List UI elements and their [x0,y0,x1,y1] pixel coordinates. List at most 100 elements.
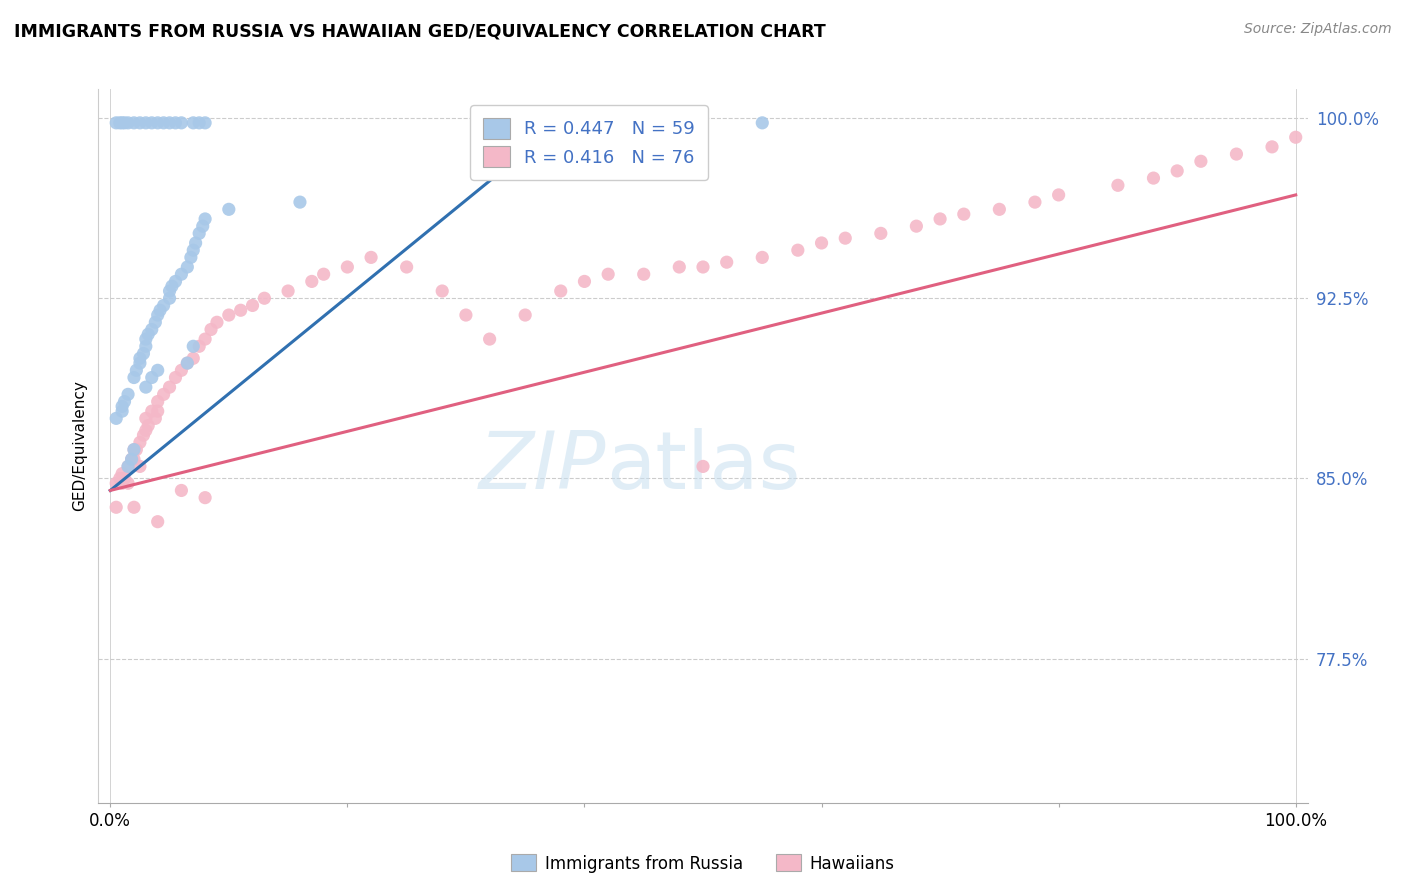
Point [751,251,773,265]
Point [135,332,157,346]
Point [105,476,128,491]
Point [159,116,181,130]
Point [170,483,193,498]
Point [114,471,136,485]
Point [146,515,169,529]
Point [149,303,172,318]
Point [129,351,152,366]
Point [1261,140,1284,154]
Text: atlas: atlas [606,428,800,507]
Point [141,116,163,130]
Point [122,442,145,457]
Point [1142,171,1164,186]
Point [111,467,134,481]
Point [1107,178,1129,193]
Point [170,363,193,377]
Point [143,411,166,425]
Point [160,279,183,293]
Text: IMMIGRANTS FROM RUSSIA VS HAWAIIAN GED/EQUIVALENCY CORRELATION CHART: IMMIGRANTS FROM RUSSIA VS HAWAIIAN GED/E… [14,22,825,40]
Point [1285,130,1308,145]
Point [122,370,145,384]
Point [751,116,773,130]
Y-axis label: GED/Equivalency: GED/Equivalency [72,381,87,511]
Point [929,211,952,226]
Point [122,442,145,457]
Point [129,116,152,130]
Point [165,116,187,130]
Point [141,404,163,418]
Point [176,356,198,370]
Point [432,284,454,298]
Point [105,500,128,515]
Point [905,219,928,234]
Point [129,435,152,450]
Point [301,274,323,288]
Point [117,476,139,491]
Point [122,500,145,515]
Legend: R = 0.447   N = 59, R = 0.416   N = 76: R = 0.447 N = 59, R = 0.416 N = 76 [470,105,707,179]
Point [159,291,181,305]
Point [146,116,169,130]
Point [692,459,714,474]
Point [515,308,537,322]
Point [181,116,204,130]
Point [716,255,738,269]
Point [135,380,157,394]
Point [194,332,217,346]
Point [141,322,163,336]
Point [135,411,157,425]
Point [135,116,157,130]
Point [1047,188,1070,202]
Point [550,284,572,298]
Point [180,251,202,265]
Point [181,351,204,366]
Point [108,471,131,485]
Point [111,404,134,418]
Point [242,298,264,312]
Point [277,284,299,298]
Point [184,235,207,250]
Point [668,260,690,274]
Point [194,116,217,130]
Point [121,452,143,467]
Point [122,116,145,130]
Point [125,442,148,457]
Point [108,116,131,130]
Point [165,274,187,288]
Point [114,116,136,130]
Point [125,363,148,377]
Point [360,251,382,265]
Point [117,387,139,401]
Point [146,404,169,418]
Text: Source: ZipAtlas.com: Source: ZipAtlas.com [1244,22,1392,37]
Point [229,303,252,318]
Point [135,423,157,437]
Point [395,260,418,274]
Point [136,418,159,433]
Point [988,202,1011,217]
Point [170,116,193,130]
Point [132,428,155,442]
Point [218,202,240,217]
Point [152,387,174,401]
Point [159,284,181,298]
Point [253,291,276,305]
Point [152,298,174,312]
Point [218,308,240,322]
Point [146,363,169,377]
Point [834,231,856,245]
Point [105,411,128,425]
Point [205,315,228,329]
Point [122,452,145,467]
Point [117,459,139,474]
Point [152,116,174,130]
Point [312,267,335,281]
Point [159,380,181,394]
Point [114,394,136,409]
Point [181,339,204,353]
Point [141,370,163,384]
Point [105,116,128,130]
Point [454,308,477,322]
Text: ZIP: ZIP [479,428,606,507]
Point [135,339,157,353]
